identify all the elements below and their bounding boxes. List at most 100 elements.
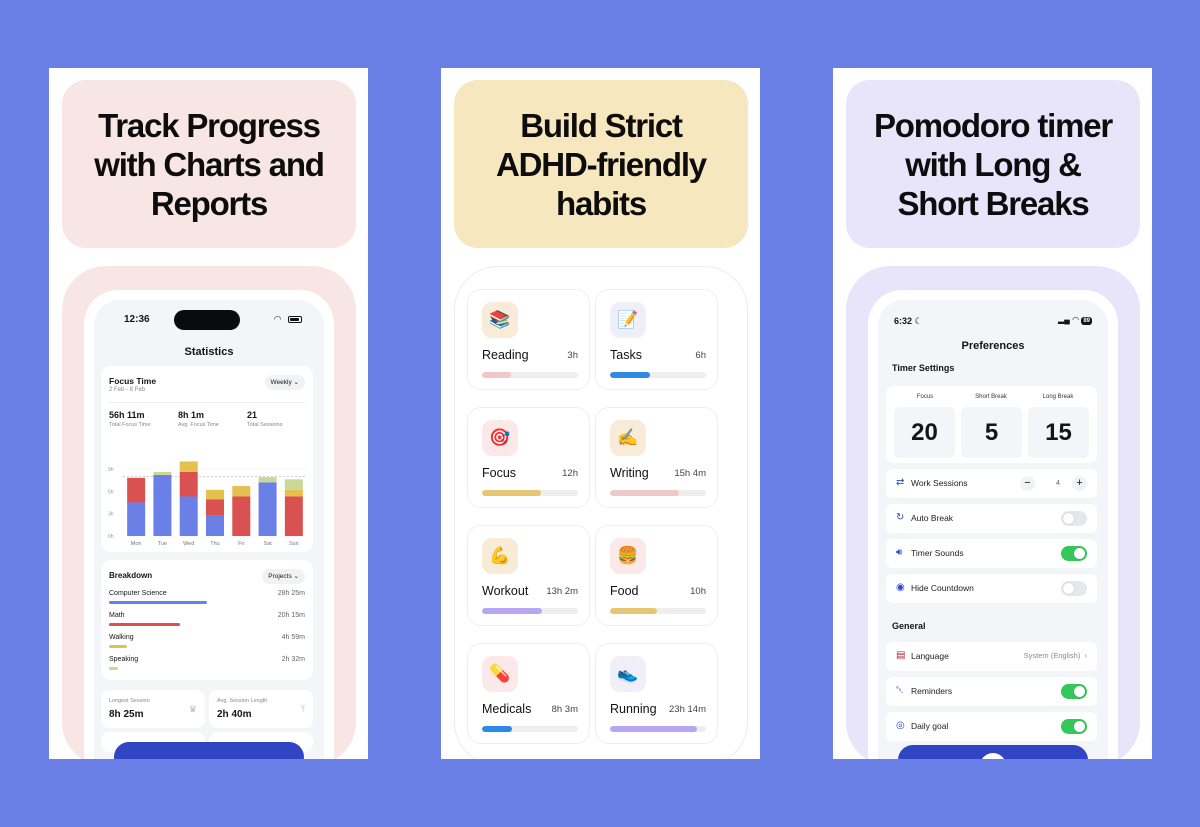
start-button[interactable]	[898, 745, 1088, 759]
timer-sounds-toggle[interactable]	[1061, 546, 1087, 561]
writing-hand-icon: ✍️	[610, 420, 646, 456]
bar-segment-tue-0[interactable]	[153, 474, 172, 536]
bar-segment-thu-1[interactable]	[206, 499, 224, 516]
us-flag-icon: ▤	[896, 650, 906, 661]
habit-card-workout[interactable]: 💪 Workout 13h 2m	[467, 525, 590, 626]
breakdown-panel: Breakdown Projects ⌄ Computer Science 28h…	[101, 560, 313, 680]
focus-duration-picker[interactable]: 20	[894, 407, 955, 458]
bar-segment-thu-0[interactable]	[206, 515, 224, 536]
bar-segment-fri-2[interactable]	[232, 486, 251, 497]
habit-card-reading[interactable]: 📚 Reading 3h	[467, 289, 590, 390]
headline-box: Build Strict ADHD-friendly habits	[454, 80, 748, 248]
habit-name: Food	[610, 584, 639, 598]
x-tick-label: Sat	[263, 541, 272, 547]
habit-card-food[interactable]: 🍔 Food 10h	[595, 525, 718, 626]
habit-card-medicals[interactable]: 💊 Medicals 8h 3m	[467, 643, 590, 744]
focus-duration-label: Focus	[916, 394, 934, 400]
chevron-down-icon: ⌄	[293, 379, 299, 386]
burger-icon: 🍔	[610, 538, 646, 574]
habit-card-running[interactable]: 👟 Running 23h 14m	[595, 643, 718, 744]
x-tick-label: Fri	[238, 541, 244, 547]
moon-icon: ☾	[914, 316, 923, 326]
auto-break-label: Auto Break	[911, 513, 954, 523]
increment-button[interactable]: +	[1072, 476, 1087, 491]
habit-card-focus[interactable]: 🎯 Focus 12h	[467, 407, 590, 508]
breakdown-name: Math	[109, 612, 125, 619]
habit-progress-track	[482, 726, 578, 732]
reminders-label: Reminders	[911, 686, 953, 696]
habit-duration: 8h 3m	[551, 704, 578, 715]
habit-grid: 📚 Reading 3h 📝 Tasks 6h 🎯 Focus 12h ✍️ Writing 15h …	[454, 266, 748, 759]
habit-card-tasks[interactable]: 📝 Tasks 6h	[595, 289, 718, 390]
stat-value: 21	[247, 410, 258, 420]
x-tick-label: Thu	[210, 541, 219, 547]
habit-duration: 6h	[695, 350, 706, 361]
bar-segment-sun-1[interactable]	[284, 496, 303, 536]
start-button[interactable]	[114, 742, 304, 759]
bar-segment-wed-1[interactable]	[179, 471, 198, 497]
headline-box: Track Progress with Charts and Reports	[62, 80, 356, 248]
target-icon: 🎯	[482, 420, 518, 456]
daily-goal-toggle[interactable]	[1061, 719, 1087, 734]
daily-goal-row: ◎ Daily goal	[886, 712, 1097, 741]
bar-segment-sat-3[interactable]	[258, 477, 277, 483]
bar-segment-mon-1[interactable]	[127, 477, 146, 503]
bar-segment-wed-2[interactable]	[179, 461, 198, 472]
breakdown-name: Computer Science	[109, 590, 167, 597]
wifi-icon: ◠	[273, 314, 284, 324]
habit-progress-track	[610, 608, 706, 614]
bar-segment-wed-0[interactable]	[179, 496, 198, 536]
language-value: System (English) ›	[1024, 651, 1087, 660]
daily-goal-label: Daily goal	[911, 721, 949, 731]
longest-session-card: Longest Session 8h 25m ♛	[101, 690, 205, 728]
longest-session-value: 8h 25m	[109, 709, 144, 720]
bar-segment-tue-3[interactable]	[153, 471, 172, 475]
pill-icon: 💊	[482, 656, 518, 692]
reminders-row: ␇ Reminders	[886, 677, 1097, 706]
bar-segment-fri-1[interactable]	[232, 496, 251, 536]
habit-progress-fill	[482, 372, 511, 378]
hide-countdown-toggle[interactable]	[1061, 581, 1087, 596]
status-bar: 12:36 ◠	[94, 310, 324, 330]
decrement-button[interactable]: −	[1020, 476, 1035, 491]
target-icon: ◎	[896, 720, 905, 731]
breakdown-filter-dropdown[interactable]: Projects ⌄	[262, 569, 305, 584]
breakdown-value: 28h 25m	[277, 590, 305, 597]
focus-time-title: Focus Time	[109, 376, 157, 386]
breakdown-row[interactable]: Math 20h 15m	[109, 612, 305, 632]
chevron-right-icon: ›	[1084, 651, 1088, 660]
reminders-toggle[interactable]	[1061, 684, 1087, 699]
bar-segment-thu-2[interactable]	[206, 489, 224, 500]
button-knob	[980, 753, 1006, 759]
short-break-picker[interactable]: 5	[961, 407, 1022, 458]
habit-name: Workout	[482, 584, 529, 598]
breakdown-name: Speaking	[109, 656, 139, 663]
avg-session-label: Avg. Session Length	[217, 698, 268, 704]
period-dropdown[interactable]: Weekly ⌄	[264, 375, 305, 390]
auto-break-toggle[interactable]	[1061, 511, 1087, 526]
long-break-picker[interactable]: 15	[1028, 407, 1089, 458]
habit-progress-track	[482, 372, 578, 378]
chevron-down-icon: ⌄	[293, 573, 299, 580]
bar-segment-mon-0[interactable]	[127, 502, 146, 536]
breakdown-row[interactable]: Computer Science 28h 25m	[109, 590, 305, 610]
stat-label: Avg. Focus Time	[178, 422, 219, 428]
habit-progress-fill	[610, 490, 680, 496]
habit-name: Medicals	[482, 702, 532, 716]
breakdown-row[interactable]: Walking 4h 59m	[109, 634, 305, 654]
stat-value: 8h 1m	[178, 410, 205, 420]
long-break-label: Long Break	[1042, 394, 1074, 400]
habit-duration: 13h 2m	[546, 586, 578, 597]
language-row[interactable]: ▤ Language System (English) ›	[886, 642, 1097, 671]
bar-segment-sat-0[interactable]	[258, 482, 277, 536]
phone-stage: 12:36 ◠ Statistics Focus Time 2 Feb - 8 …	[62, 266, 356, 759]
headline-text: Track Progress with Charts and Reports	[94, 106, 325, 222]
divider	[109, 402, 305, 403]
repeat-icon: ⇄	[896, 477, 905, 488]
breakdown-row[interactable]: Speaking 2h 32m	[109, 656, 305, 676]
bar-segment-sun-2[interactable]	[284, 489, 303, 497]
bar-segment-sun-3[interactable]	[284, 479, 303, 490]
habit-card-writing[interactable]: ✍️ Writing 15h 4m	[595, 407, 718, 508]
focus-time-chart: 0h 3h 6h 9h Mon Tue Wed Thu Fri Sat Sun	[108, 461, 307, 547]
habit-duration: 15h 4m	[674, 468, 706, 479]
